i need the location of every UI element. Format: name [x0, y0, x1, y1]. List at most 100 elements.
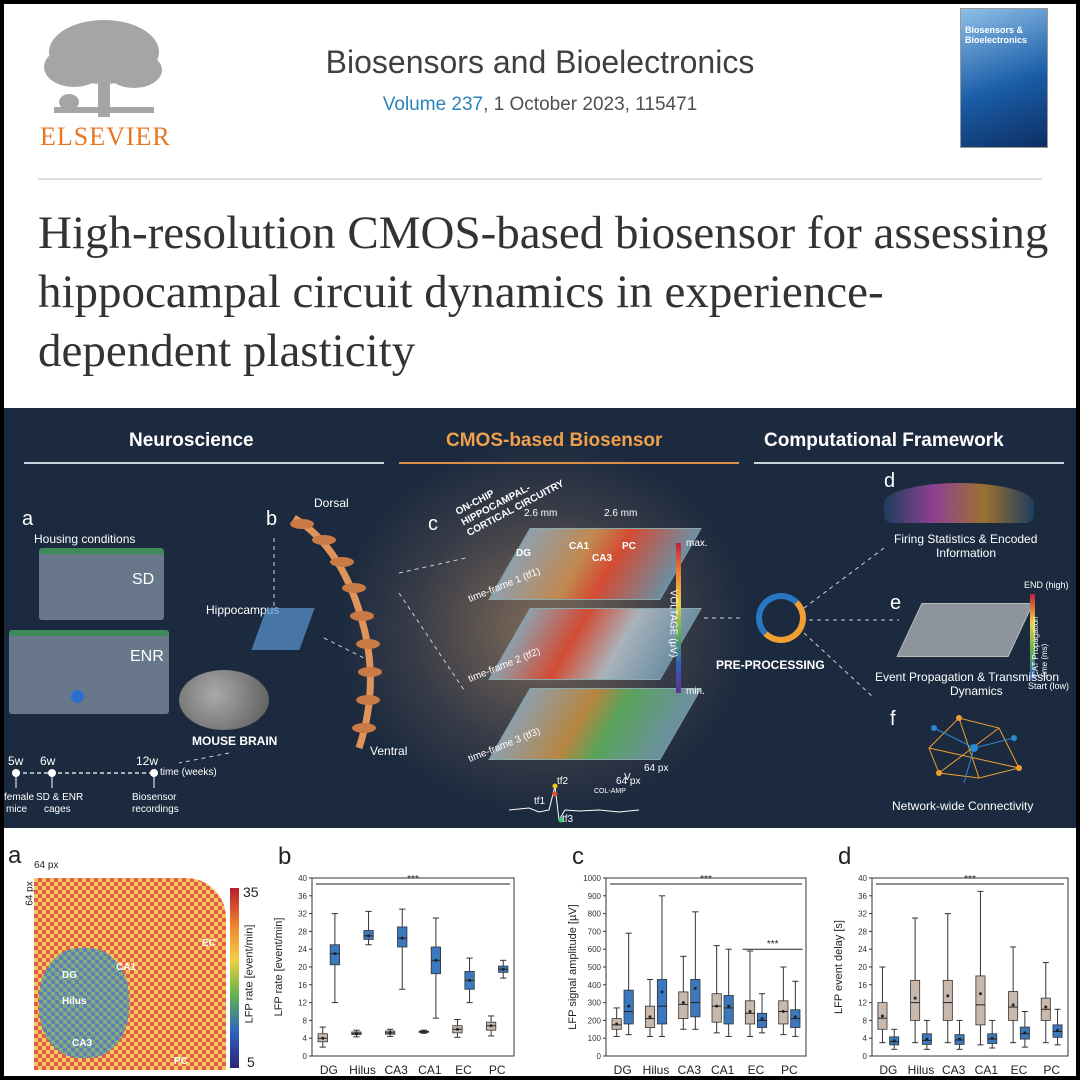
- cover-title: Biosensors & Bioelectronics: [965, 25, 1028, 45]
- chart-d-ytick-label: 32: [858, 910, 867, 919]
- chart-c-xtick-label: CA1: [711, 1063, 735, 1076]
- chart-b-ytick-label: 12: [298, 999, 307, 1008]
- chart-b-xtick-label: CA3: [384, 1063, 408, 1076]
- region-ca1: CA1: [569, 541, 590, 552]
- issue-info: , 1 October 2023, 115471: [483, 94, 698, 115]
- chart-d-mean-point: [978, 992, 982, 996]
- ventral-label: Ventral: [370, 744, 408, 758]
- timeline-12w-label-a: Biosensor: [132, 792, 177, 803]
- mouse-brain-illustration: [179, 670, 269, 730]
- chart-c-box: [678, 991, 689, 1020]
- chart-c-mean-point: [748, 1010, 752, 1013]
- dorsal-label: Dorsal: [314, 496, 349, 510]
- chart-d-xtick-label: CA3: [942, 1063, 966, 1076]
- chart-b-xtick-label: CA1: [418, 1063, 442, 1076]
- chart-c-xtick-label: PC: [781, 1063, 798, 1076]
- journal-cover-thumbnail[interactable]: Biosensors & Bioelectronics: [960, 8, 1048, 148]
- timeline-5w: 5w: [8, 754, 24, 768]
- timeline-5w-label-a: female: [4, 792, 35, 803]
- chart-a-px-x: 64 px: [34, 860, 59, 871]
- chart-c-box: [723, 995, 734, 1025]
- firing-statistics-caption-a: Firing Statistics & Encoded: [894, 532, 1038, 546]
- chart-b-mean-point: [455, 1027, 459, 1031]
- heatmap-region-ec: EC: [202, 938, 216, 949]
- chart-b-mean-point: [501, 967, 505, 971]
- timeline-6w: 6w: [40, 754, 56, 768]
- chart-c-mean-point: [660, 990, 664, 994]
- timeline-axis-label: time (weeks): [160, 767, 217, 778]
- propagation-end-label: END (high): [1024, 580, 1069, 590]
- chart-c-letter: c: [572, 843, 584, 870]
- section-computational-framework: Computational Framework: [764, 430, 1004, 451]
- chart-b-ytick-label: 20: [298, 963, 307, 972]
- event-propagation-caption-a: Event Propagation & Transmission: [875, 670, 1060, 684]
- enr-cage: [9, 630, 169, 714]
- volume-link[interactable]: Volume 237: [382, 94, 484, 115]
- chart-c-xtick-label: Hilus: [643, 1063, 670, 1076]
- chart-d-mean-point: [1056, 1028, 1060, 1032]
- header-divider: [38, 178, 1042, 180]
- journal-header: ELSEVIER Biosensors and Bioelectronics V…: [4, 4, 1076, 179]
- chart-b-xtick-label: Hilus: [349, 1063, 376, 1076]
- chart-b-mean-point: [333, 952, 337, 956]
- hippocampus-slices-illustration: [290, 514, 382, 750]
- dimension-b: 2.6 mm: [604, 508, 638, 519]
- section-neuroscience: Neuroscience: [129, 430, 254, 451]
- sd-cage: [39, 548, 164, 620]
- voltage-min-label: min.: [686, 686, 705, 697]
- graphical-abstract-panel: Neuroscience CMOS-based Biosensor Comput…: [4, 408, 1076, 828]
- lfp-rate-colorbar: [230, 888, 239, 1068]
- tf3-label: tf3: [562, 814, 574, 825]
- chart-b-ytick-label: 36: [298, 892, 307, 901]
- chart-d-ytick-label: 0: [863, 1052, 868, 1061]
- chart-d-mean-point: [946, 994, 950, 998]
- chart-d-mean-point: [1044, 1005, 1048, 1009]
- chart-c-mean-point: [648, 1015, 652, 1019]
- chart-c-mean-point: [715, 1004, 719, 1008]
- chart-c-ylabel: LFP signal amplitude [µV]: [567, 904, 579, 1029]
- voltage-colorbar: [676, 543, 681, 693]
- chart-d-ytick-label: 24: [858, 945, 867, 954]
- chart-c-ytick-label: 400: [588, 981, 602, 990]
- event-propagation-caption-b: Dynamics: [950, 684, 1003, 698]
- chart-c-box: [656, 979, 668, 1025]
- chart-b-letter: b: [278, 843, 291, 870]
- pre-processing-label: PRE-PROCESSING: [716, 658, 825, 672]
- chart-b-mean-point: [321, 1036, 325, 1040]
- panel-letter-b: b: [266, 508, 278, 530]
- firing-statistics-illustration: [884, 483, 1034, 523]
- chart-c-frame: [605, 877, 807, 1057]
- heatmap-region-pc: PC: [174, 1056, 188, 1067]
- heatmap-region-dg: DG: [62, 970, 77, 981]
- chart-d-ytick-label: 16: [858, 981, 867, 990]
- chart-c-significance-label: ***: [700, 874, 712, 885]
- chart-b-ytick-label: 4: [303, 1034, 308, 1043]
- voltage-max-label: max.: [686, 538, 708, 549]
- propagation-colorbar: [1030, 594, 1035, 679]
- connector-lines: [178, 538, 899, 764]
- chart-c-mean-point: [627, 1004, 631, 1008]
- pre-processing-gear-icon: [756, 593, 806, 643]
- region-pc: PC: [622, 541, 636, 552]
- section-rule-right: [754, 462, 1064, 464]
- tf1-label: tf1: [534, 796, 546, 807]
- pixel-count-b: 64 px: [616, 776, 641, 787]
- chart-d-ytick-label: 20: [858, 963, 867, 972]
- chart-d-mean-point: [925, 1037, 929, 1041]
- chart-d-letter: d: [838, 843, 851, 870]
- graphical-abstract-frame: ELSEVIER Biosensors and Bioelectronics V…: [4, 4, 1076, 1076]
- chart-c-ytick-label: 900: [588, 892, 602, 901]
- firing-statistics-caption-b: Information: [936, 546, 997, 560]
- chart-b-xtick-label: EC: [455, 1063, 472, 1076]
- panel-letter-d: d: [884, 470, 896, 492]
- chart-c-xtick-label: CA3: [678, 1063, 702, 1076]
- chart-d-ytick-label: 8: [863, 1016, 868, 1025]
- section-rule-center: [399, 462, 739, 464]
- chart-b-mean-point: [354, 1032, 358, 1036]
- heatmap-region-ca3: CA3: [72, 1038, 93, 1049]
- chart-b-ytick-label: 32: [298, 910, 307, 919]
- heatmap-region-ca1: CA1: [116, 962, 137, 973]
- chart-d-xtick-label: CA1: [975, 1063, 999, 1076]
- chart-c-xtick-label: DG: [614, 1063, 632, 1076]
